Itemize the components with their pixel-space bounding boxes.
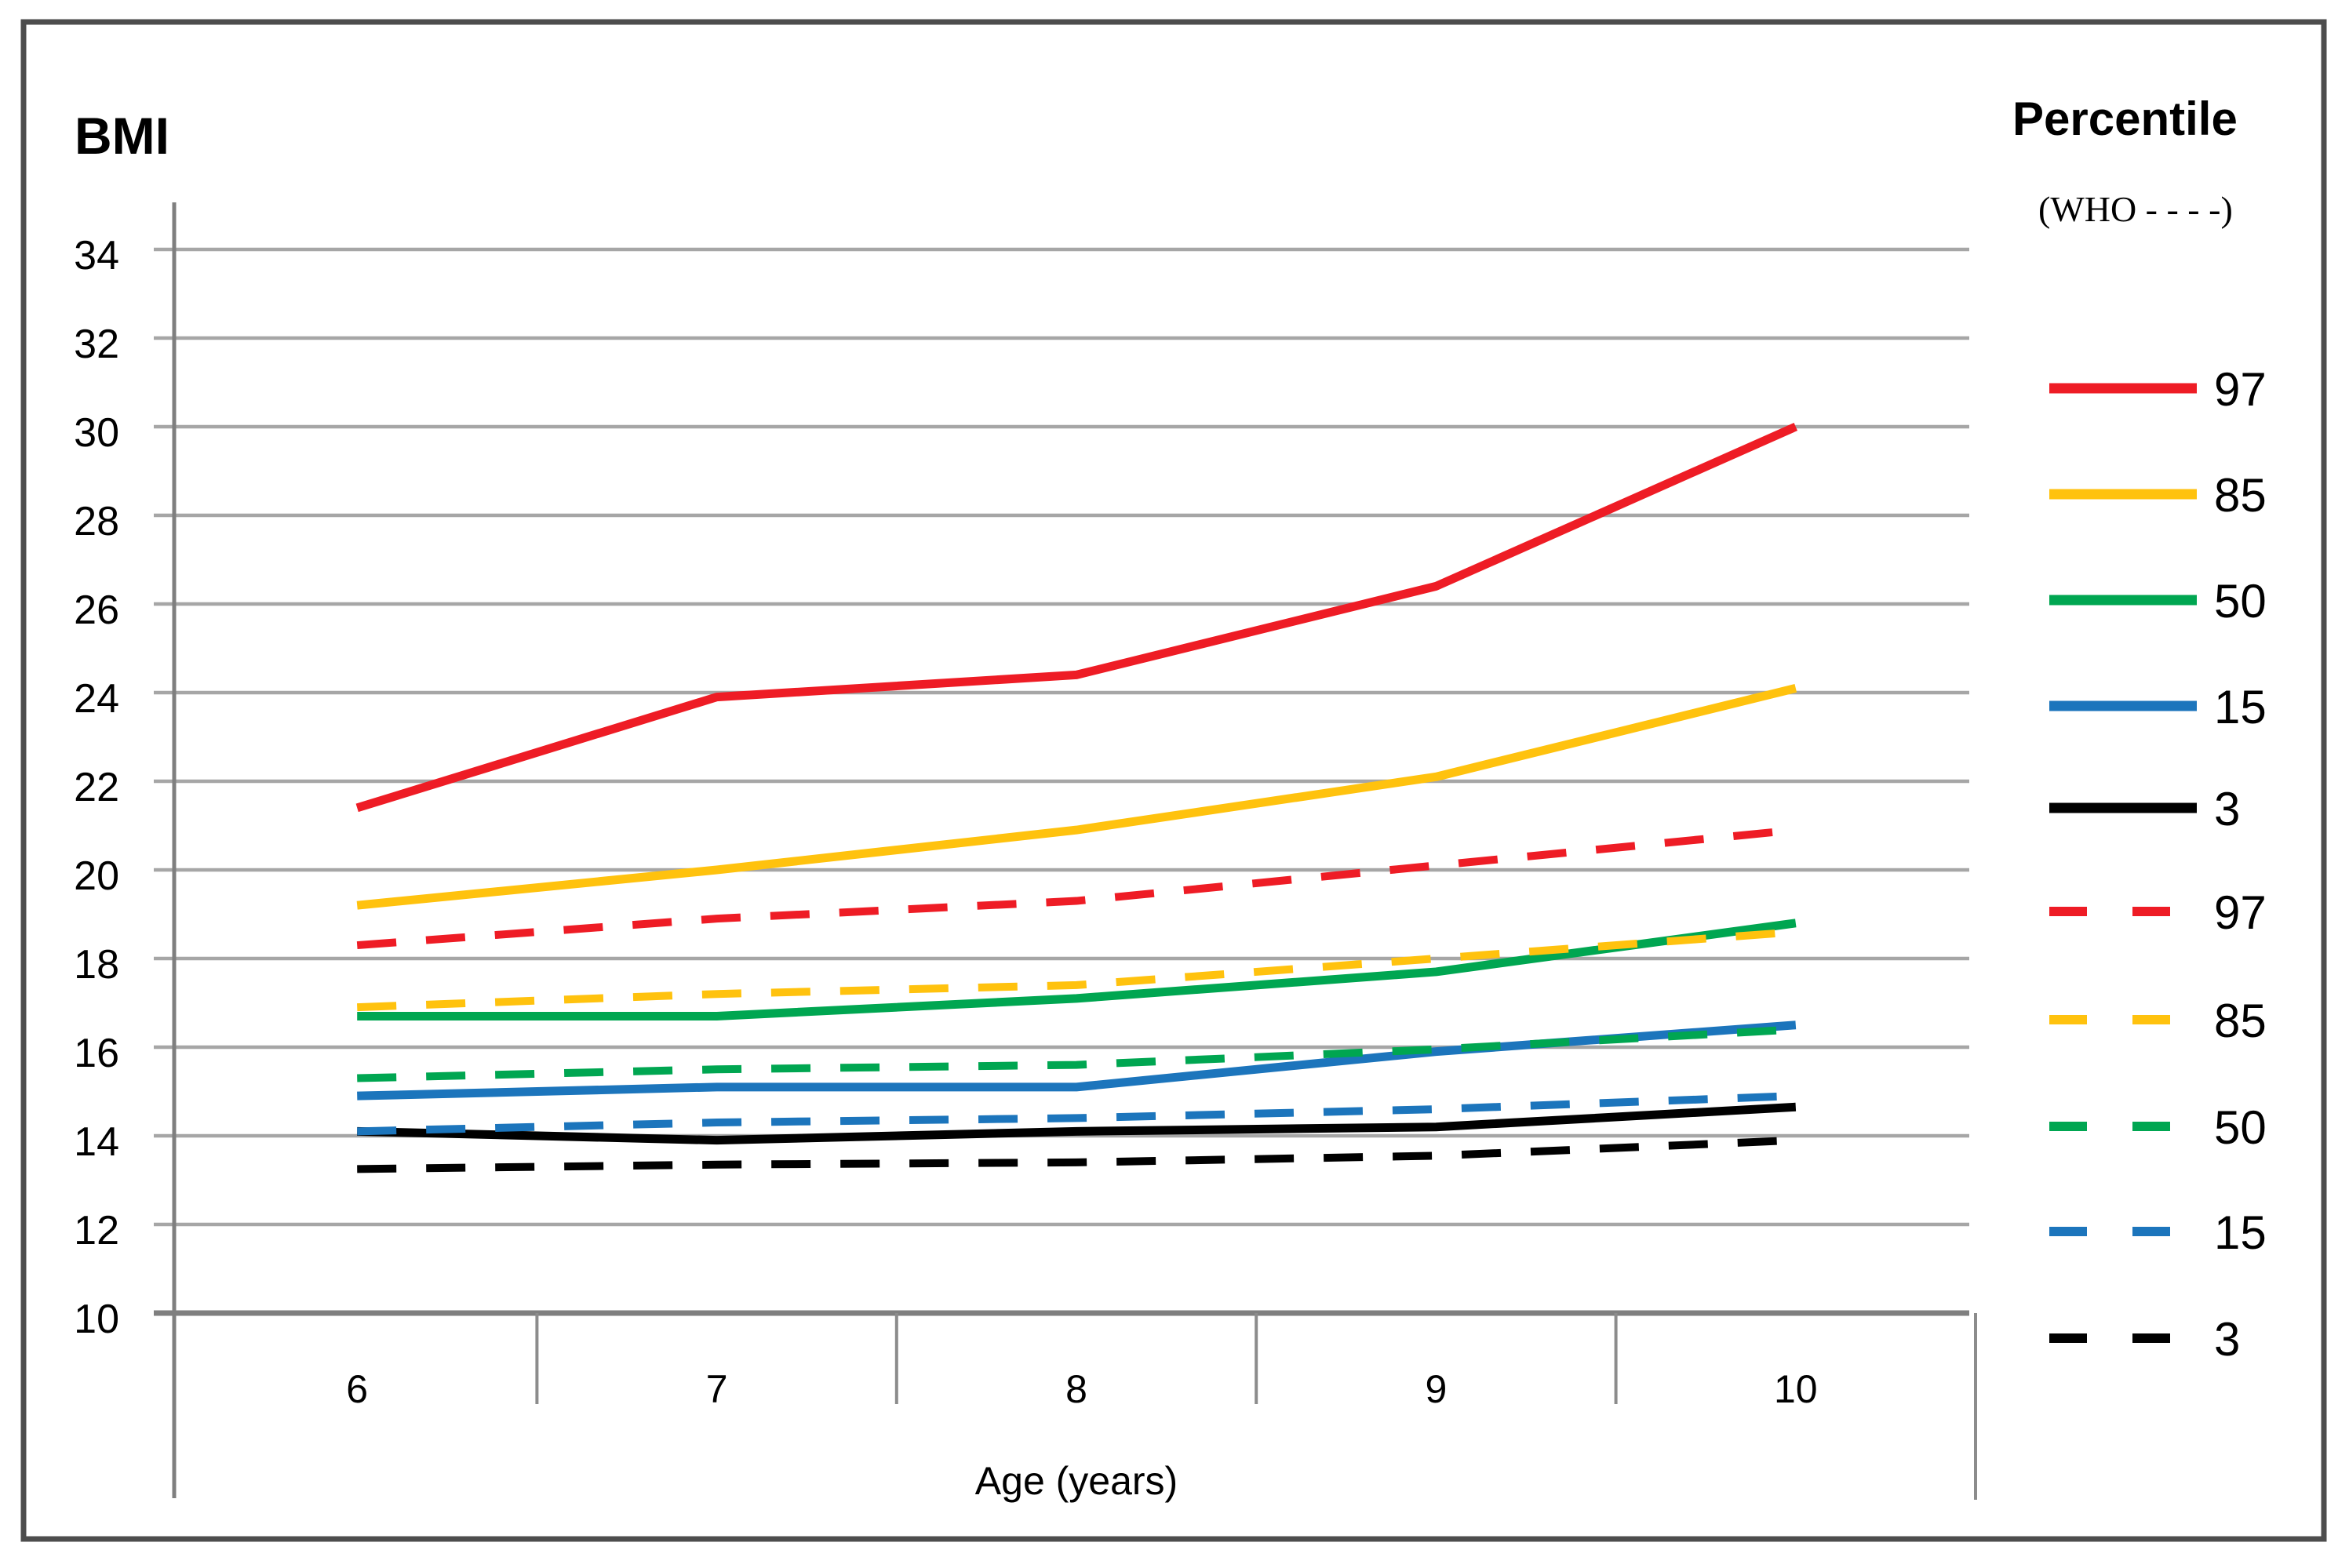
legend-label-dashed-p15: 15 bbox=[2214, 1206, 2267, 1259]
series-line-study-p97 bbox=[355, 422, 1798, 813]
y-tick-label-28: 28 bbox=[74, 499, 119, 544]
y-tick-label-30: 30 bbox=[74, 410, 119, 456]
series-line-study-p50 bbox=[357, 919, 1797, 1020]
series-line-WHO-p50 bbox=[357, 1025, 1797, 1082]
y-axis-title: BMI bbox=[75, 107, 169, 165]
series-line-WHO-p3 bbox=[357, 1136, 1797, 1173]
y-tick-label-18: 18 bbox=[74, 942, 119, 988]
y-tick-label-16: 16 bbox=[74, 1031, 119, 1076]
series-line-WHO-p97 bbox=[356, 826, 1797, 950]
legend-label-solid-p3: 3 bbox=[2214, 783, 2240, 835]
y-tick-label-24: 24 bbox=[74, 676, 119, 722]
legend-label-dashed-p50: 50 bbox=[2214, 1101, 2267, 1154]
legend-label-solid-p50: 50 bbox=[2214, 575, 2267, 628]
y-axis-tick-labels: 34 32 30 28 26 24 22 20 18 16 14 12 10 bbox=[74, 233, 119, 1342]
legend-title: Percentile bbox=[2012, 93, 2238, 145]
series-line-WHO-p15 bbox=[357, 1092, 1796, 1136]
series-line-study-p15 bbox=[357, 1020, 1797, 1101]
figure-border bbox=[20, 19, 2327, 1542]
legend-subtitle: (WHO - - - -) bbox=[2038, 189, 2233, 229]
x-tick-label-8: 8 bbox=[1065, 1367, 1087, 1411]
x-tick-label-10: 10 bbox=[1774, 1367, 1818, 1411]
y-tick-label-26: 26 bbox=[74, 588, 119, 633]
gridlines bbox=[154, 247, 1969, 1316]
data-series bbox=[355, 422, 1798, 1173]
x-tick-label-9: 9 bbox=[1425, 1367, 1447, 1411]
legend: Percentile (WHO - - - -) 97 85 50 15 3 97 85 50… bbox=[2012, 93, 2267, 1366]
y-tick-label-10: 10 bbox=[74, 1297, 119, 1342]
series-line-WHO-p85 bbox=[357, 928, 1797, 1012]
y-tick-label-14: 14 bbox=[74, 1119, 119, 1165]
series-line-study-p3 bbox=[357, 1102, 1797, 1145]
legend-label-dashed-p97: 97 bbox=[2214, 886, 2267, 939]
legend-label-solid-p97: 97 bbox=[2214, 363, 2267, 416]
x-axis: 6 7 8 9 10 bbox=[172, 202, 1977, 1500]
y-tick-label-34: 34 bbox=[74, 233, 119, 278]
y-tick-label-32: 32 bbox=[74, 322, 119, 367]
series-line-study-p85 bbox=[356, 684, 1797, 910]
y-tick-label-22: 22 bbox=[74, 765, 119, 810]
legend-label-solid-p85: 85 bbox=[2214, 469, 2267, 522]
legend-label-dashed-p85: 85 bbox=[2214, 995, 2267, 1047]
y-tick-label-12: 12 bbox=[74, 1208, 119, 1253]
x-axis-title: Age (years) bbox=[975, 1459, 1178, 1503]
legend-label-solid-p15: 15 bbox=[2214, 681, 2267, 733]
legend-label-dashed-p3: 3 bbox=[2214, 1313, 2240, 1366]
legend-items: 97 85 50 15 3 97 85 50 15 3 bbox=[2049, 363, 2267, 1366]
y-tick-label-20: 20 bbox=[74, 853, 119, 899]
x-tick-label-6: 6 bbox=[346, 1367, 368, 1411]
x-tick-label-7: 7 bbox=[706, 1367, 728, 1411]
